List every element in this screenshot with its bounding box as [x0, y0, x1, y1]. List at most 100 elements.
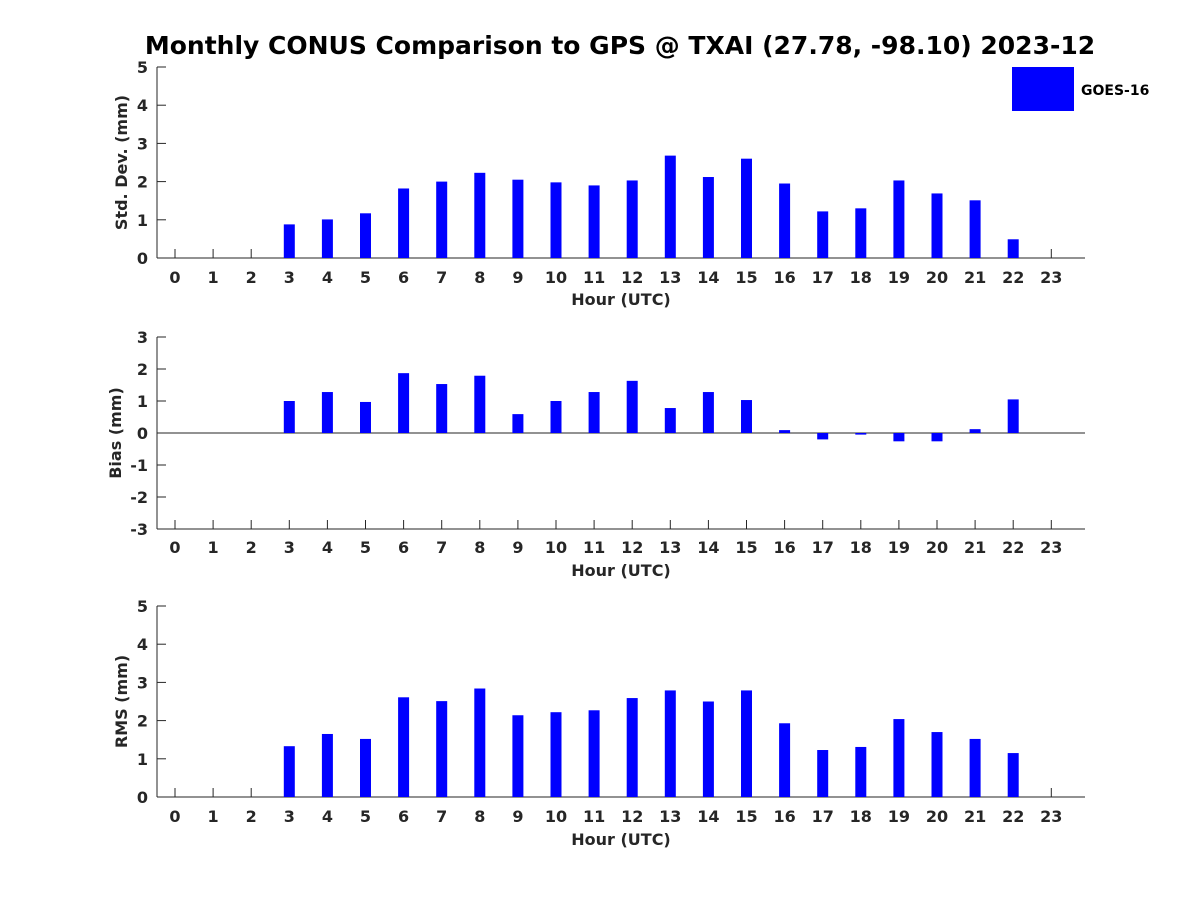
std-dev-x-tick-label: 16: [773, 268, 795, 287]
bias-bar: [779, 430, 791, 433]
bias-bar: [474, 375, 486, 433]
rms-bar: [550, 712, 562, 797]
std-dev-bar: [474, 172, 486, 258]
rms-x-tick-label: 8: [474, 807, 485, 826]
std-dev-x-tick-label: 5: [360, 268, 371, 287]
bias-bar: [855, 433, 867, 435]
bias-x-tick-label: 13: [659, 538, 681, 557]
rms-y-tick-label: 1: [137, 750, 148, 769]
bias-bar: [893, 433, 905, 442]
rms-x-tick-label: 5: [360, 807, 371, 826]
bias-y-tick-label: 3: [137, 328, 148, 347]
std-dev-x-tick-label: 23: [1040, 268, 1062, 287]
std-dev-bar: [588, 185, 600, 258]
bias-x-tick-label: 5: [360, 538, 371, 557]
bias-x-tick-label: 3: [284, 538, 295, 557]
std-dev-bar: [283, 224, 295, 258]
chart-title: Monthly CONUS Comparison to GPS @ TXAI (…: [145, 31, 1095, 60]
rms-bar: [588, 710, 600, 797]
bias-bar: [702, 392, 714, 433]
bias-bar: [1007, 399, 1019, 433]
bias-y-tick-label: 1: [137, 392, 148, 411]
std-dev-y-tick-label: 5: [137, 58, 148, 77]
std-dev-x-tick-label: 1: [208, 268, 219, 287]
rms-x-tick-label: 21: [964, 807, 986, 826]
bias-x-tick-label: 18: [850, 538, 872, 557]
bias-x-tick-label: 22: [1002, 538, 1024, 557]
bias-bar: [550, 401, 562, 433]
std-dev-y-tick-label: 2: [137, 173, 148, 192]
bias-y-tick-label: 2: [137, 360, 148, 379]
bias-x-tick-label: 20: [926, 538, 948, 557]
rms-bar: [398, 697, 410, 797]
bias-x-axis-label: Hour (UTC): [571, 561, 671, 580]
bias-bar: [664, 408, 676, 433]
rms-bar: [893, 719, 905, 797]
std-dev-bar: [931, 193, 943, 258]
rms-x-tick-label: 9: [512, 807, 523, 826]
std-dev-y-tick-label: 0: [137, 249, 148, 268]
bias-bar: [817, 433, 829, 440]
bias-x-tick-label: 6: [398, 538, 409, 557]
std-dev-x-tick-label: 9: [512, 268, 523, 287]
rms-bar: [969, 738, 981, 797]
std-dev-bar: [398, 188, 410, 258]
std-dev-bar: [436, 181, 448, 258]
std-dev-bar: [741, 158, 752, 258]
rms-x-tick-label: 6: [398, 807, 409, 826]
bias-x-tick-label: 17: [812, 538, 834, 557]
rms-bar: [817, 750, 829, 797]
bias-y-tick-label: -2: [130, 488, 148, 507]
rms-x-tick-label: 15: [735, 807, 757, 826]
std-dev-bar: [855, 208, 867, 258]
bias-bar: [741, 400, 752, 433]
std-dev-bar: [664, 155, 676, 258]
std-dev-bar: [360, 213, 371, 258]
std-dev-y-tick-label: 4: [137, 96, 148, 115]
rms-x-tick-label: 3: [284, 807, 295, 826]
std-dev-bar: [817, 211, 829, 258]
rms-bar: [360, 738, 371, 797]
bias-x-tick-label: 23: [1040, 538, 1062, 557]
rms-y-tick-label: 3: [137, 673, 148, 692]
std-dev-y-tick-label: 3: [137, 134, 148, 153]
rms-x-tick-label: 4: [322, 807, 333, 826]
rms-x-tick-label: 12: [621, 807, 643, 826]
rms-x-tick-label: 17: [812, 807, 834, 826]
bias-bar: [931, 433, 943, 442]
rms-x-tick-label: 0: [169, 807, 180, 826]
bias-bar: [588, 392, 600, 433]
rms-y-tick-label: 5: [137, 597, 148, 616]
std-dev-x-tick-label: 14: [697, 268, 719, 287]
rms-x-tick-label: 10: [545, 807, 567, 826]
std-dev-x-tick-label: 20: [926, 268, 948, 287]
std-dev-bar: [1007, 239, 1019, 258]
bias-x-tick-label: 9: [512, 538, 523, 557]
rms-bar: [283, 746, 295, 797]
bias-bar: [321, 392, 333, 433]
bias-x-tick-label: 14: [697, 538, 719, 557]
bias-x-tick-label: 12: [621, 538, 643, 557]
bias-bar: [398, 373, 410, 433]
bias-x-tick-label: 16: [773, 538, 795, 557]
rms-bar: [626, 698, 638, 797]
bias-x-tick-label: 15: [735, 538, 757, 557]
std-dev-x-tick-label: 13: [659, 268, 681, 287]
std-dev-y-tick-label: 1: [137, 211, 148, 230]
std-dev-x-tick-label: 3: [284, 268, 295, 287]
legend-label: GOES-16: [1081, 83, 1149, 99]
std-dev-x-tick-label: 8: [474, 268, 485, 287]
rms-bar: [436, 701, 448, 797]
rms-x-axis-label: Hour (UTC): [571, 830, 671, 849]
rms-y-tick-label: 0: [137, 788, 148, 807]
std-dev-x-tick-label: 18: [850, 268, 872, 287]
legend-swatch: [1012, 67, 1074, 111]
rms-x-tick-label: 14: [697, 807, 719, 826]
std-dev-x-tick-label: 6: [398, 268, 409, 287]
std-dev-x-axis-label: Hour (UTC): [571, 290, 671, 309]
std-dev-bar: [969, 200, 981, 258]
